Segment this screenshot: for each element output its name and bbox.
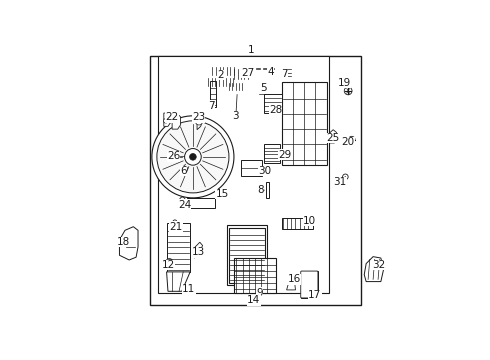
- Text: 15: 15: [216, 189, 229, 199]
- Text: 1: 1: [248, 45, 254, 55]
- Circle shape: [152, 116, 234, 198]
- Text: 7: 7: [281, 69, 288, 79]
- Circle shape: [196, 118, 203, 125]
- Circle shape: [183, 166, 187, 171]
- Circle shape: [174, 153, 180, 159]
- Bar: [269, 66, 275, 72]
- Text: 18: 18: [117, 237, 130, 247]
- Bar: [281, 64, 292, 78]
- Circle shape: [166, 258, 173, 266]
- Circle shape: [334, 179, 339, 185]
- Text: 29: 29: [278, 150, 291, 159]
- Polygon shape: [158, 56, 329, 293]
- Bar: [229, 228, 265, 283]
- Polygon shape: [120, 227, 138, 260]
- Bar: [227, 82, 246, 90]
- Bar: [267, 182, 269, 198]
- Polygon shape: [251, 60, 327, 167]
- Text: 11: 11: [182, 284, 196, 294]
- Text: 3: 3: [233, 111, 239, 121]
- Polygon shape: [287, 278, 295, 290]
- Circle shape: [190, 153, 196, 160]
- Bar: [210, 81, 217, 107]
- Bar: [301, 271, 318, 298]
- Polygon shape: [167, 272, 190, 291]
- Polygon shape: [172, 113, 180, 129]
- Text: 25: 25: [326, 133, 340, 143]
- FancyBboxPatch shape: [301, 271, 318, 298]
- Bar: [242, 159, 262, 176]
- Circle shape: [330, 136, 335, 140]
- Bar: [255, 66, 261, 72]
- Text: 28: 28: [269, 105, 282, 115]
- Bar: [282, 219, 314, 229]
- Text: 9: 9: [256, 288, 263, 298]
- Circle shape: [164, 118, 168, 123]
- Text: 16: 16: [288, 274, 301, 284]
- Text: 21: 21: [169, 222, 182, 232]
- Text: 7: 7: [208, 100, 215, 111]
- Polygon shape: [187, 198, 215, 208]
- Bar: [264, 94, 282, 113]
- Text: 20: 20: [342, 138, 355, 148]
- Bar: [235, 258, 276, 293]
- Bar: [264, 144, 280, 163]
- Circle shape: [348, 136, 355, 143]
- Bar: [262, 66, 268, 72]
- Bar: [150, 56, 361, 305]
- Text: 8: 8: [258, 185, 264, 194]
- Bar: [167, 223, 190, 272]
- Text: 4: 4: [267, 67, 274, 77]
- Text: 30: 30: [258, 166, 271, 176]
- Bar: [227, 225, 267, 285]
- Polygon shape: [330, 130, 337, 143]
- Bar: [233, 69, 252, 79]
- Polygon shape: [164, 60, 251, 167]
- Text: 5: 5: [260, 82, 267, 93]
- Text: 32: 32: [372, 260, 385, 270]
- Text: 26: 26: [167, 151, 180, 161]
- Circle shape: [343, 174, 348, 180]
- Text: 27: 27: [241, 68, 254, 78]
- Polygon shape: [197, 113, 203, 130]
- Bar: [207, 78, 239, 86]
- Bar: [259, 90, 265, 99]
- Text: 14: 14: [247, 296, 261, 305]
- Ellipse shape: [179, 197, 185, 205]
- Text: 17: 17: [308, 290, 321, 300]
- Text: 24: 24: [178, 199, 191, 210]
- Bar: [211, 67, 239, 75]
- Text: 22: 22: [166, 112, 179, 122]
- Text: 6: 6: [180, 166, 187, 176]
- Text: 10: 10: [303, 216, 316, 226]
- Ellipse shape: [219, 191, 222, 197]
- Text: 2: 2: [218, 70, 224, 80]
- Text: 12: 12: [161, 260, 174, 270]
- Circle shape: [157, 121, 229, 193]
- Polygon shape: [193, 242, 203, 258]
- Text: 31: 31: [333, 177, 346, 187]
- Polygon shape: [364, 257, 384, 282]
- Circle shape: [185, 149, 201, 165]
- Polygon shape: [164, 113, 171, 126]
- Text: 19: 19: [337, 77, 351, 87]
- Text: 23: 23: [192, 112, 205, 122]
- Circle shape: [344, 87, 352, 95]
- Text: 13: 13: [192, 247, 205, 257]
- Polygon shape: [282, 82, 327, 165]
- Ellipse shape: [172, 220, 177, 227]
